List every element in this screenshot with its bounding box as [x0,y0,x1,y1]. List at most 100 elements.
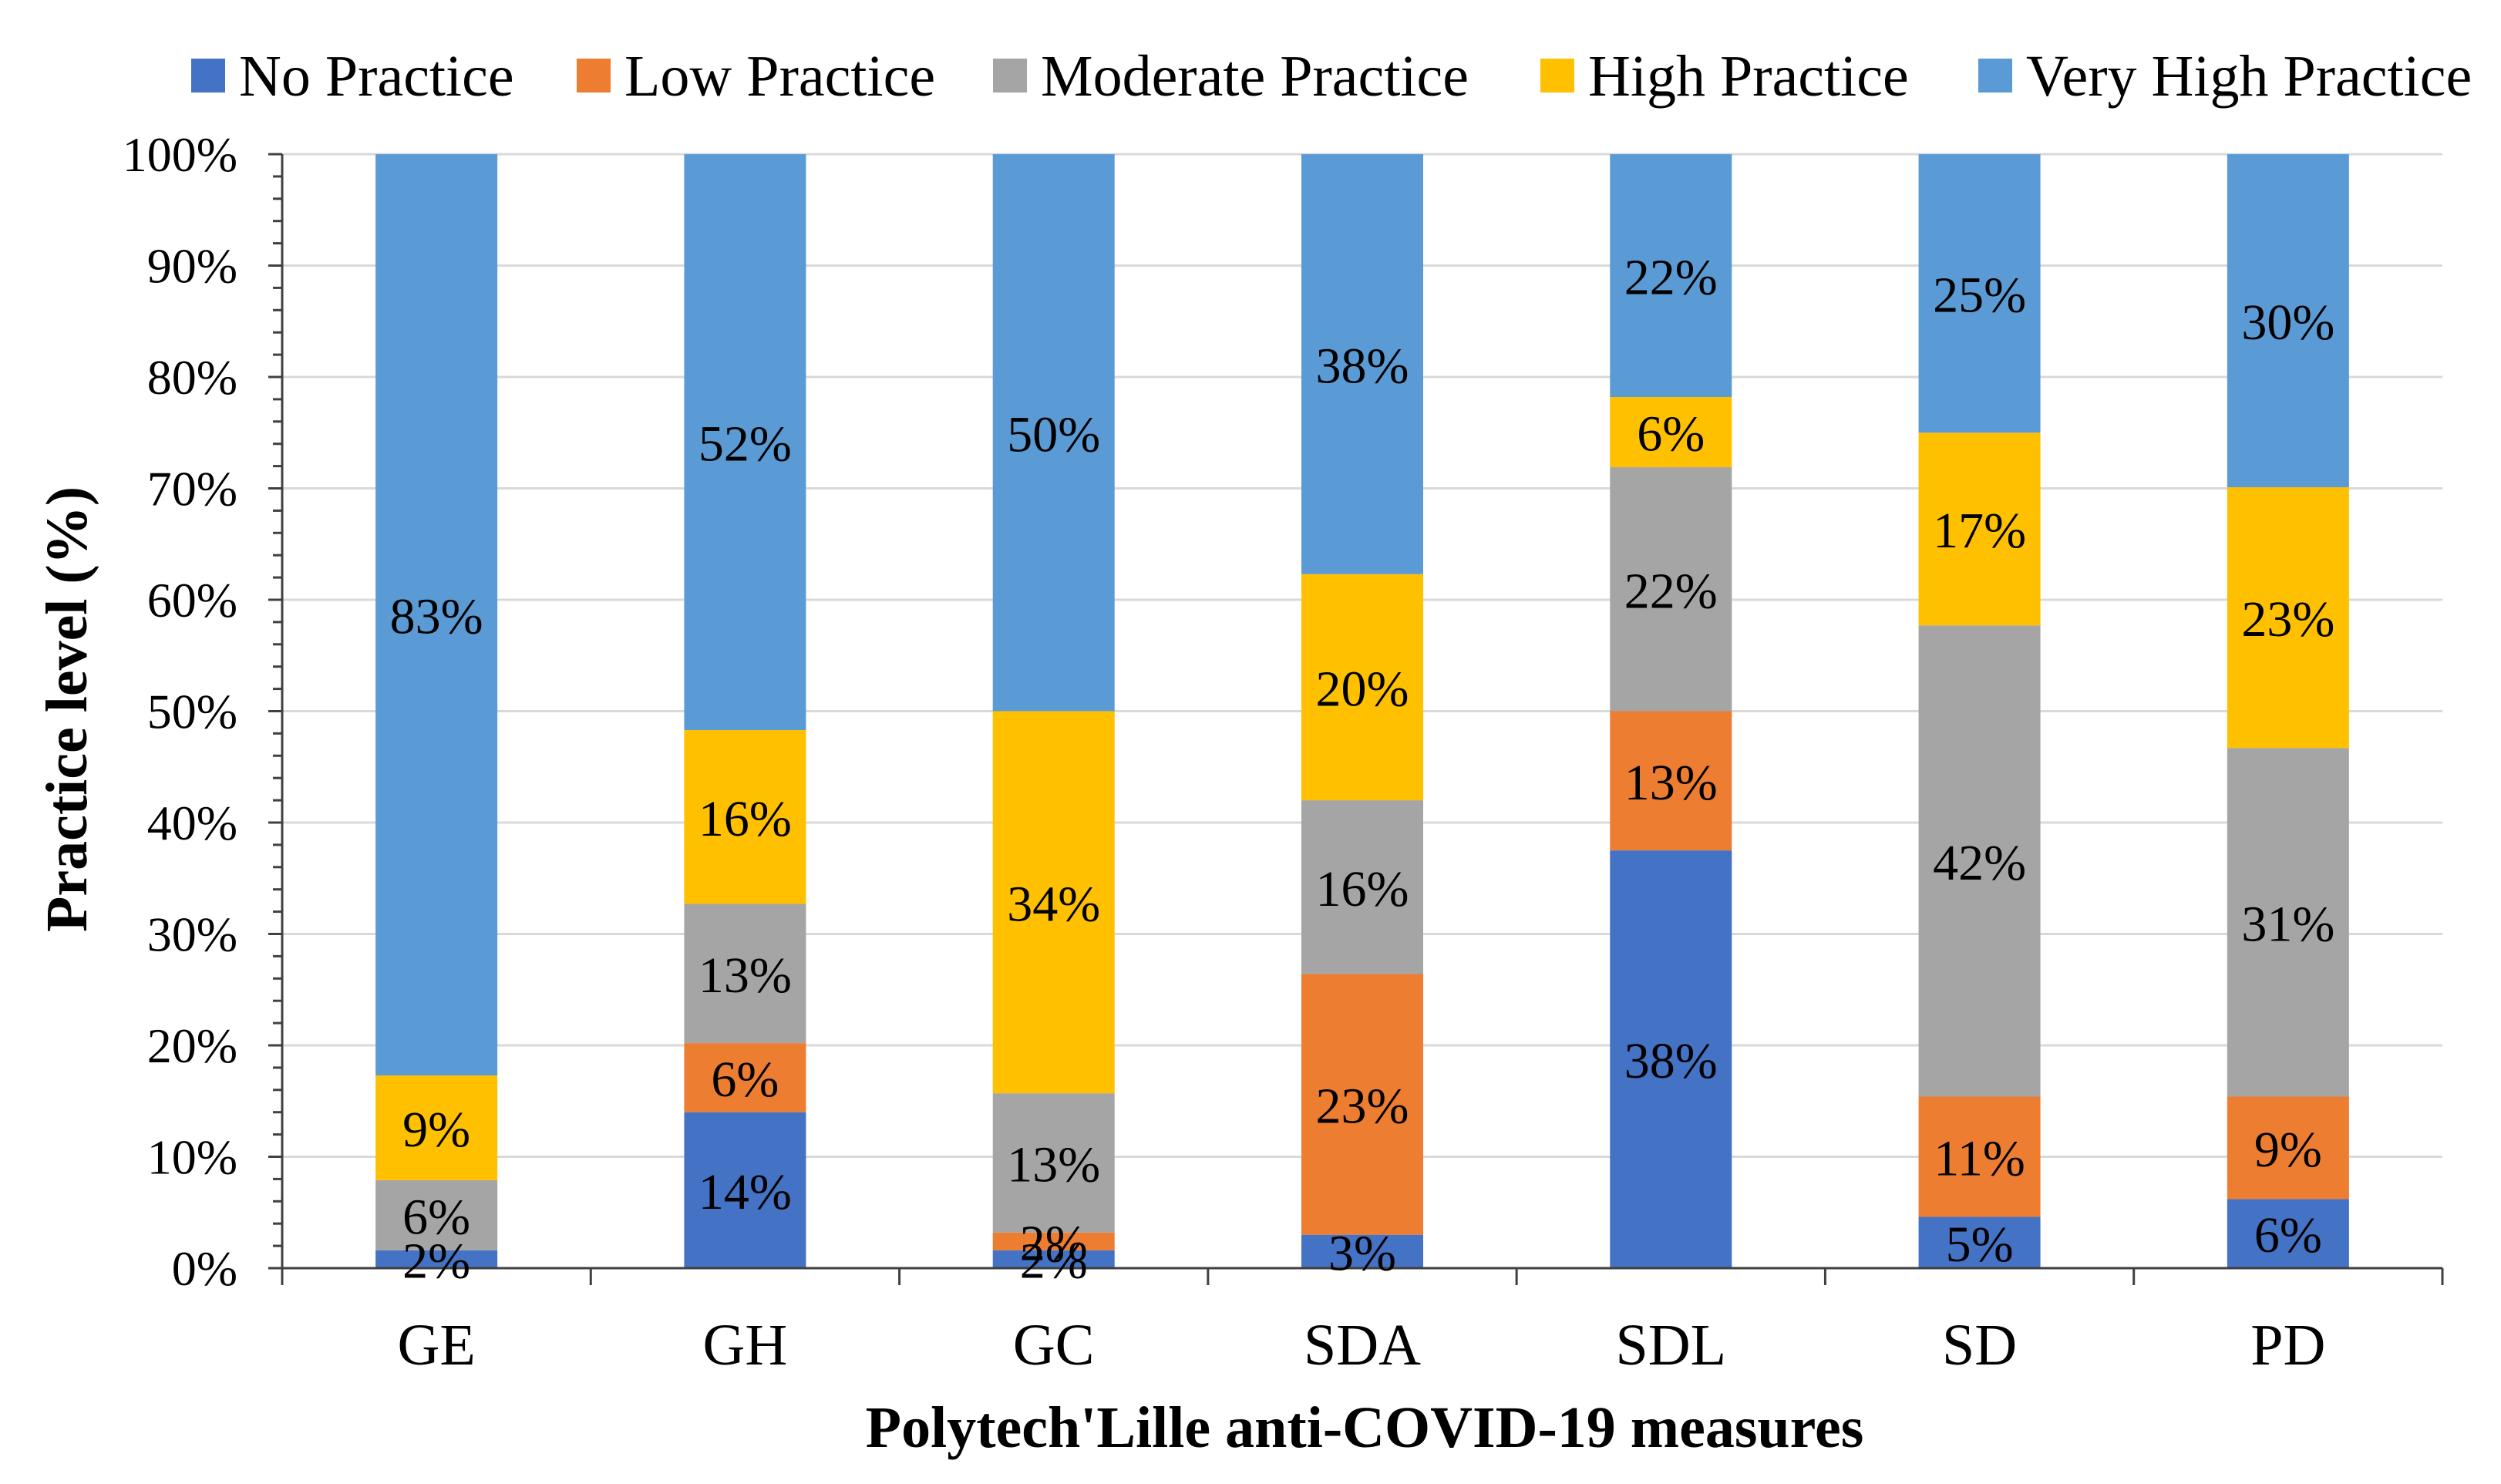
data-label: 6% [402,1189,470,1245]
legend-label: Moderate Practice [1041,44,1469,109]
bar-segment-moderate-practice [992,1093,1115,1233]
bar-segment-no-practice [1610,850,1732,1268]
legend-swatch [191,59,225,93]
bar-segment-moderate-practice [684,904,806,1044]
y-tick-label: 60% [147,573,237,628]
data-label: 13% [1624,755,1718,811]
data-label: 34% [1007,876,1100,932]
bar-segment-high-practice [1610,397,1732,468]
bar-segment-low-practice [1918,1096,2041,1217]
legend: No Practice Low Practice Moderate Practice… [191,44,2472,109]
data-label: 22% [1624,563,1718,619]
data-label: 6% [711,1052,779,1108]
data-label: 2% [1020,1233,1088,1289]
data-label: 9% [402,1102,470,1158]
data-label: 5% [1946,1216,2014,1273]
data-label: 13% [1007,1136,1100,1193]
y-tick-label: 100% [123,127,237,182]
bar-segment-low-practice [992,1232,1115,1250]
data-label: 52% [698,416,792,473]
legend-swatch [1540,59,1574,93]
data-label: 14% [698,1164,792,1220]
y-tick-label: 20% [147,1018,237,1073]
bar-segment-moderate-practice [2227,748,2349,1097]
x-tick-label: SDL [1615,1313,1726,1378]
data-label: 23% [1316,1079,1409,1135]
axes [268,153,2444,1285]
bar-segment-very-high-practice [1610,154,1732,398]
data-label: 20% [1316,661,1409,717]
data-label: 38% [1316,338,1409,394]
bar-segment-moderate-practice [375,1179,498,1250]
bar-segment-very-high-practice [684,154,806,731]
data-label: 6% [1637,406,1705,463]
x-tick-label: GE [397,1313,475,1378]
bar-segment-moderate-practice [1610,467,1732,712]
legend-label: Very High Practice [2026,44,2472,109]
data-label: 30% [2241,294,2334,351]
bar-segment-high-practice [1918,432,2041,626]
data-label: 6% [2254,1207,2322,1264]
bar-segment-low-practice [684,1043,806,1112]
data-labels: 2%6%9%83%14%6%13%16%52%2%2%13%34%50%3%23… [390,250,2335,1290]
bars [375,154,2349,1268]
data-label: 25% [1933,268,2026,324]
bar-segment-very-high-practice [992,154,1115,712]
bar-segment-high-practice [1301,574,1423,801]
bar-segment-no-practice [1918,1216,2041,1268]
legend-swatch [577,59,611,93]
data-label: 50% [1007,406,1100,463]
bar-segment-low-practice [1301,974,1423,1235]
data-label: 22% [1624,250,1718,306]
data-label: 2% [1020,1215,1088,1271]
data-label: 42% [1933,835,2026,891]
x-tick-label: GH [703,1313,788,1378]
bar-segment-high-practice [684,730,806,904]
bar-segment-no-practice [375,1250,498,1268]
bar-segment-no-practice [684,1112,806,1268]
bar-segment-moderate-practice [1301,800,1423,974]
x-tick-label: PD [2250,1313,2325,1378]
bar-segment-no-practice [992,1250,1115,1268]
bar-segment-low-practice [2227,1096,2349,1200]
bar-segment-high-practice [2227,487,2349,749]
data-label: 16% [1316,861,1409,917]
y-tick-label: 90% [147,239,237,294]
x-tick-label: SDA [1304,1313,1421,1378]
bar-segment-high-practice [375,1075,498,1180]
bar-segment-very-high-practice [1301,154,1423,574]
bar-segment-no-practice [2227,1199,2349,1268]
x-axis-title: Polytech'Lille anti-COVID-19 measures [866,1395,1864,1460]
data-label: 2% [402,1233,470,1289]
bar-segment-high-practice [992,711,1115,1094]
y-tick-label: 0% [172,1241,237,1296]
tick-labels: 0% 10% 20% 30% 40% 50% 60% 70% 80% 90% 100% GE GH GC S… [123,127,2326,1378]
bar-segment-moderate-practice [1918,625,2041,1097]
data-label: 3% [1328,1225,1396,1281]
data-label: 13% [698,947,792,1004]
legend-label: Low Practice [624,44,935,109]
bar-segment-very-high-practice [2227,154,2349,488]
y-tick-label: 30% [147,907,237,962]
data-label: 17% [1933,503,2026,559]
legend-label: High Practice [1588,44,1909,109]
legend-swatch [993,59,1027,93]
data-label: 23% [2241,591,2334,648]
bar-segment-low-practice [1610,711,1732,851]
data-label: 9% [2254,1122,2322,1178]
y-tick-label: 80% [147,350,237,405]
data-label: 83% [390,589,483,645]
legend-swatch [1978,59,2012,93]
data-label: 38% [1624,1033,1718,1089]
y-tick-label: 10% [147,1130,237,1185]
bar-segment-very-high-practice [1918,154,2041,433]
y-tick-label: 50% [147,685,237,739]
data-label: 31% [2241,896,2334,952]
legend-label: No Practice [239,44,514,109]
bar-segment-no-practice [1301,1234,1423,1268]
bar-segment-very-high-practice [375,154,498,1076]
data-label: 11% [1934,1131,2025,1187]
y-tick-label: 70% [147,462,237,517]
